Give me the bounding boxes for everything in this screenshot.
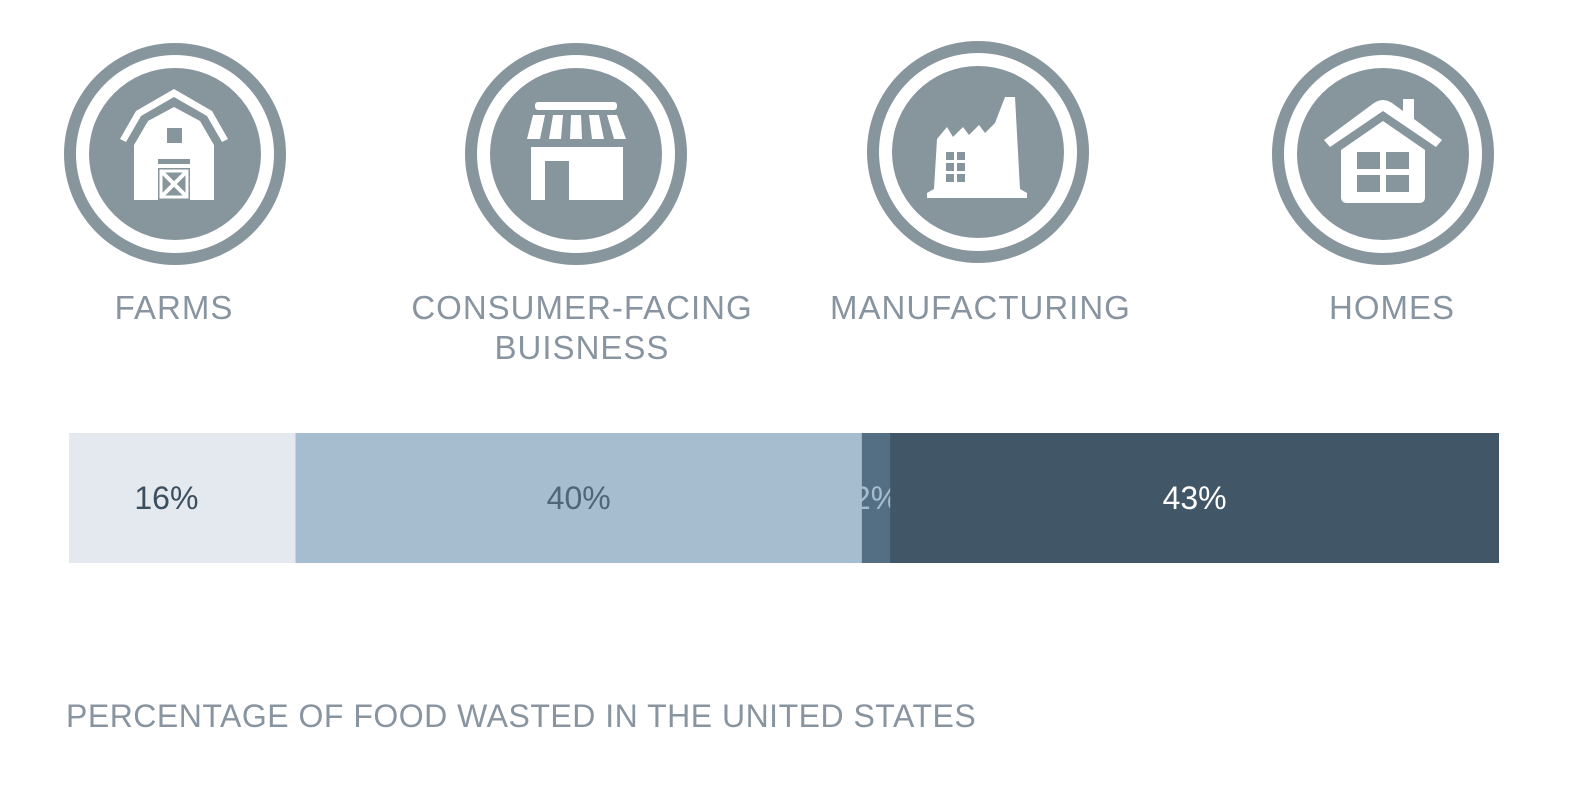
category-label-manufacturing: MANUFACTURING <box>830 289 1131 326</box>
manufacturing-icon-badge <box>867 41 1089 263</box>
category-label-farms: FARMS <box>114 289 234 326</box>
bar-segment-3 <box>861 433 891 563</box>
house-icon <box>1272 43 1494 265</box>
barn-icon <box>64 43 286 265</box>
bar-segment-2 <box>295 433 863 563</box>
stacked-bar-chart: 16% 40% 2% 43% <box>69 433 1499 563</box>
category-label-line: BUISNESS <box>494 329 670 366</box>
homes-icon-badge <box>1272 43 1494 265</box>
farms-icon-badge <box>64 43 286 265</box>
category-label-consumer-facing: CONSUMER-FACING BUISNESS <box>402 288 762 368</box>
factory-icon <box>867 41 1089 263</box>
bar-segment-1 <box>69 433 297 563</box>
chart-title: PERCENTAGE OF FOOD WASTED IN THE UNITED … <box>66 698 977 734</box>
category-label-homes: HOMES <box>1328 289 1455 326</box>
bar-segment-label-4: 43% <box>1163 480 1227 516</box>
bar-segment-label-1: 16% <box>134 480 198 516</box>
bar-segment-label-2: 40% <box>547 480 611 516</box>
category-label-line: CONSUMER-FACING <box>411 289 753 326</box>
consumer-facing-icon-badge <box>465 43 687 265</box>
storefront-icon <box>465 43 687 265</box>
bar-segment-4 <box>890 433 1499 563</box>
